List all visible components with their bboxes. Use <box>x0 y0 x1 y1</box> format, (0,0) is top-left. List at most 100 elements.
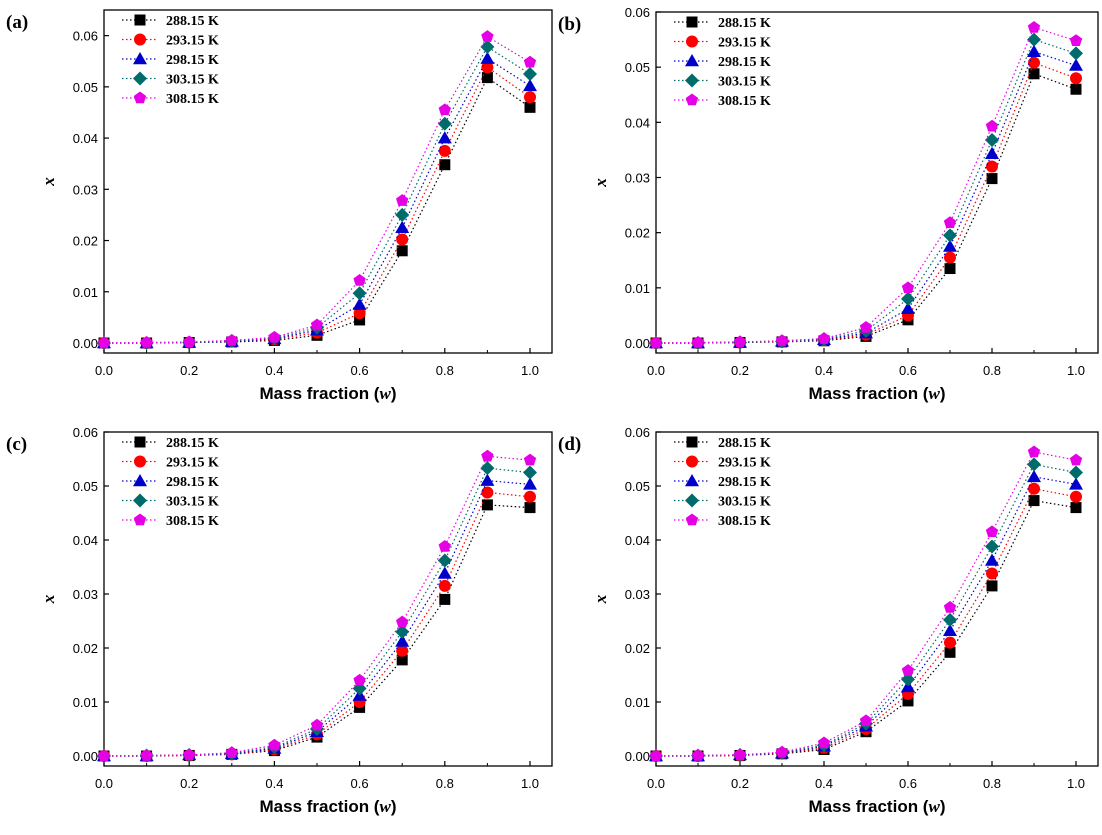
data-point <box>691 335 705 348</box>
data-point <box>97 336 111 349</box>
legend-label: 308.15 K <box>166 514 219 529</box>
data-point <box>395 634 410 647</box>
y-tick-label: 0.02 <box>73 641 98 656</box>
data-point <box>439 593 451 605</box>
chart-panel: (c) 0.0 0.2 0.4 0.6 0.8 1.0 0.00 0.01 0.02 0.03 0.0… <box>6 425 553 816</box>
legend-marker <box>133 52 147 65</box>
legend-label: 298.15 K <box>718 475 771 490</box>
y-tick-label: 0.00 <box>73 749 98 764</box>
legend-marker <box>133 71 147 86</box>
data-point <box>1027 457 1041 472</box>
data-point <box>352 286 367 301</box>
data-point <box>395 220 410 233</box>
data-point <box>353 307 366 320</box>
legend-marker <box>133 474 147 487</box>
legend-marker <box>133 513 147 526</box>
data-point <box>524 490 536 503</box>
panel-tag: (b) <box>558 14 581 35</box>
data-point <box>1027 469 1041 483</box>
legend-marker <box>685 73 699 88</box>
data-point <box>944 251 956 264</box>
legend-marker <box>685 513 699 526</box>
data-point <box>986 173 998 185</box>
y-tick-label: 0.06 <box>73 29 98 44</box>
y-tick-label: 0.01 <box>625 281 650 296</box>
data-point <box>901 291 915 306</box>
y-tick-label: 0.06 <box>73 425 98 440</box>
data-point <box>1028 68 1040 80</box>
data-point <box>901 281 915 294</box>
x-tick-label: 0.8 <box>436 363 454 378</box>
series-line <box>104 504 531 757</box>
data-point <box>986 567 998 580</box>
legend-marker <box>133 493 147 508</box>
x-axis-title: Mass fraction (w) <box>809 797 946 816</box>
data-point <box>481 61 494 74</box>
data-point <box>901 301 915 315</box>
data-point <box>268 738 281 751</box>
data-point <box>649 749 663 762</box>
data-point <box>352 297 367 310</box>
y-tick-label: 0.02 <box>625 641 650 656</box>
legend-marker <box>134 33 146 46</box>
data-point <box>523 477 537 490</box>
data-point <box>481 72 493 84</box>
data-point <box>523 78 537 92</box>
data-point <box>480 461 495 476</box>
data-point <box>944 263 956 275</box>
data-point <box>438 103 451 116</box>
legend-label: 288.15 K <box>166 14 219 29</box>
data-point <box>817 736 831 749</box>
y-tick-label: 0.05 <box>625 479 650 494</box>
legend-label: 293.15 K <box>718 456 771 471</box>
legend-marker <box>133 91 147 104</box>
data-point <box>396 245 408 257</box>
legend-label: 303.15 K <box>166 495 219 510</box>
x-tick-label: 0.2 <box>731 776 749 791</box>
data-point <box>985 119 999 132</box>
series-line <box>104 76 531 344</box>
data-point <box>1069 477 1083 490</box>
y-tick-label: 0.00 <box>73 336 98 351</box>
y-tick-label: 0.06 <box>625 425 650 440</box>
data-point <box>1027 20 1041 33</box>
data-point <box>437 566 452 579</box>
x-tick-label: 0.0 <box>647 363 665 378</box>
data-point <box>1069 46 1083 61</box>
legend-marker <box>686 16 698 28</box>
data-point <box>225 746 238 759</box>
data-point <box>1028 56 1040 69</box>
series-line <box>104 66 531 344</box>
data-point <box>943 216 957 228</box>
x-axis-title: Mass fraction (w) <box>809 384 946 403</box>
data-point <box>1069 453 1083 466</box>
plot-frame <box>103 9 553 354</box>
data-point <box>437 553 452 568</box>
data-point <box>733 335 747 348</box>
legend-label: 293.15 K <box>166 34 219 49</box>
plot-frame <box>655 11 1099 354</box>
legend-marker <box>134 436 146 448</box>
x-tick-label: 0.8 <box>983 776 1001 791</box>
data-point <box>310 718 324 731</box>
x-tick-label: 0.0 <box>95 776 113 791</box>
legend-label: 293.15 K <box>166 456 219 471</box>
data-point <box>944 646 956 658</box>
panel-tag: (a) <box>6 12 28 33</box>
y-axis-title: x <box>591 178 610 188</box>
x-tick-label: 0.4 <box>815 363 833 378</box>
data-point <box>481 449 494 462</box>
y-tick-label: 0.03 <box>625 587 650 602</box>
legend-marker <box>685 93 699 106</box>
data-point <box>1069 58 1083 71</box>
data-point <box>943 612 957 627</box>
data-point <box>985 525 999 538</box>
data-point <box>985 553 999 566</box>
y-tick-label: 0.06 <box>625 5 650 20</box>
y-tick-label: 0.03 <box>73 587 98 602</box>
legend-marker <box>685 474 699 487</box>
data-point <box>395 207 410 222</box>
data-point <box>310 318 324 331</box>
panel-tag: (c) <box>6 434 27 455</box>
y-tick-label: 0.00 <box>625 749 650 764</box>
